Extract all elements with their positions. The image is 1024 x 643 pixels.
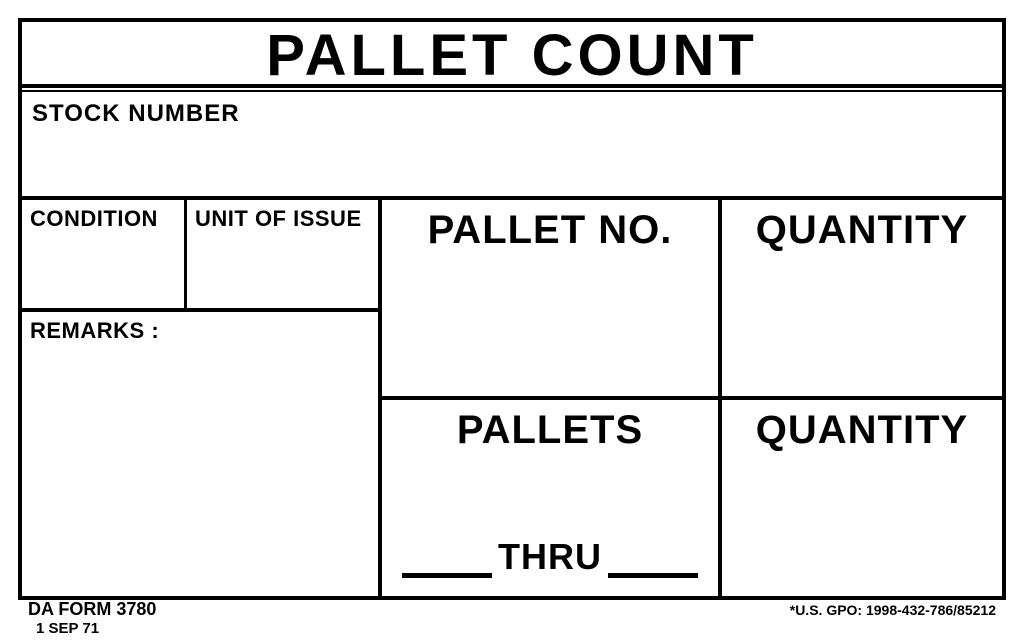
pallets-thru-field: PALLETS THRU <box>382 400 722 596</box>
quantity-field-1: QUANTITY <box>722 200 1002 396</box>
unit-of-issue-field: UNIT OF ISSUE <box>187 200 378 308</box>
title-double-rule <box>22 90 1002 92</box>
thru-blank-left <box>402 550 492 578</box>
remarks-field: REMARKS : <box>22 312 378 596</box>
condition-label: CONDITION <box>30 206 176 232</box>
thru-line: THRU <box>398 536 702 578</box>
footer-left: DA FORM 3780 1 SEP 71 <box>28 600 156 637</box>
form-title: PALLET COUNT <box>22 22 1002 89</box>
quantity-field-2: QUANTITY <box>722 400 1002 596</box>
form-container: PALLET COUNT STOCK NUMBER CONDITION UNIT… <box>18 18 1006 600</box>
quantity-label-2: QUANTITY <box>738 408 986 452</box>
form-footer: DA FORM 3780 1 SEP 71 *U.S. GPO: 1998-43… <box>28 600 996 637</box>
title-row: PALLET COUNT <box>22 22 1002 88</box>
form-date: 1 SEP 71 <box>28 620 156 637</box>
thru-blank-right <box>608 550 698 578</box>
pallet-no-label: PALLET NO. <box>398 208 702 252</box>
unit-of-issue-label: UNIT OF ISSUE <box>195 206 370 232</box>
condition-field: CONDITION <box>22 200 187 308</box>
form-grid: CONDITION UNIT OF ISSUE REMARKS : PALLET… <box>22 200 1002 596</box>
pallets-label: PALLETS <box>398 408 702 452</box>
remarks-label: REMARKS : <box>30 318 370 344</box>
pallet-no-row: PALLET NO. QUANTITY <box>382 200 1002 400</box>
stock-number-field: STOCK NUMBER <box>22 92 1002 200</box>
gpo-text: *U.S. GPO: 1998-432-786/85212 <box>790 600 996 618</box>
stock-number-label: STOCK NUMBER <box>32 100 992 128</box>
quantity-label-1: QUANTITY <box>738 208 986 252</box>
condition-unit-row: CONDITION UNIT OF ISSUE <box>22 200 378 312</box>
pallet-no-field: PALLET NO. <box>382 200 722 396</box>
form-id: DA FORM 3780 <box>28 600 156 620</box>
pallets-thru-row: PALLETS THRU QUANTITY <box>382 400 1002 596</box>
left-column: CONDITION UNIT OF ISSUE REMARKS : <box>22 200 382 596</box>
thru-label: THRU <box>498 536 602 578</box>
right-column: PALLET NO. QUANTITY PALLETS THRU QUANTIT… <box>382 200 1002 596</box>
